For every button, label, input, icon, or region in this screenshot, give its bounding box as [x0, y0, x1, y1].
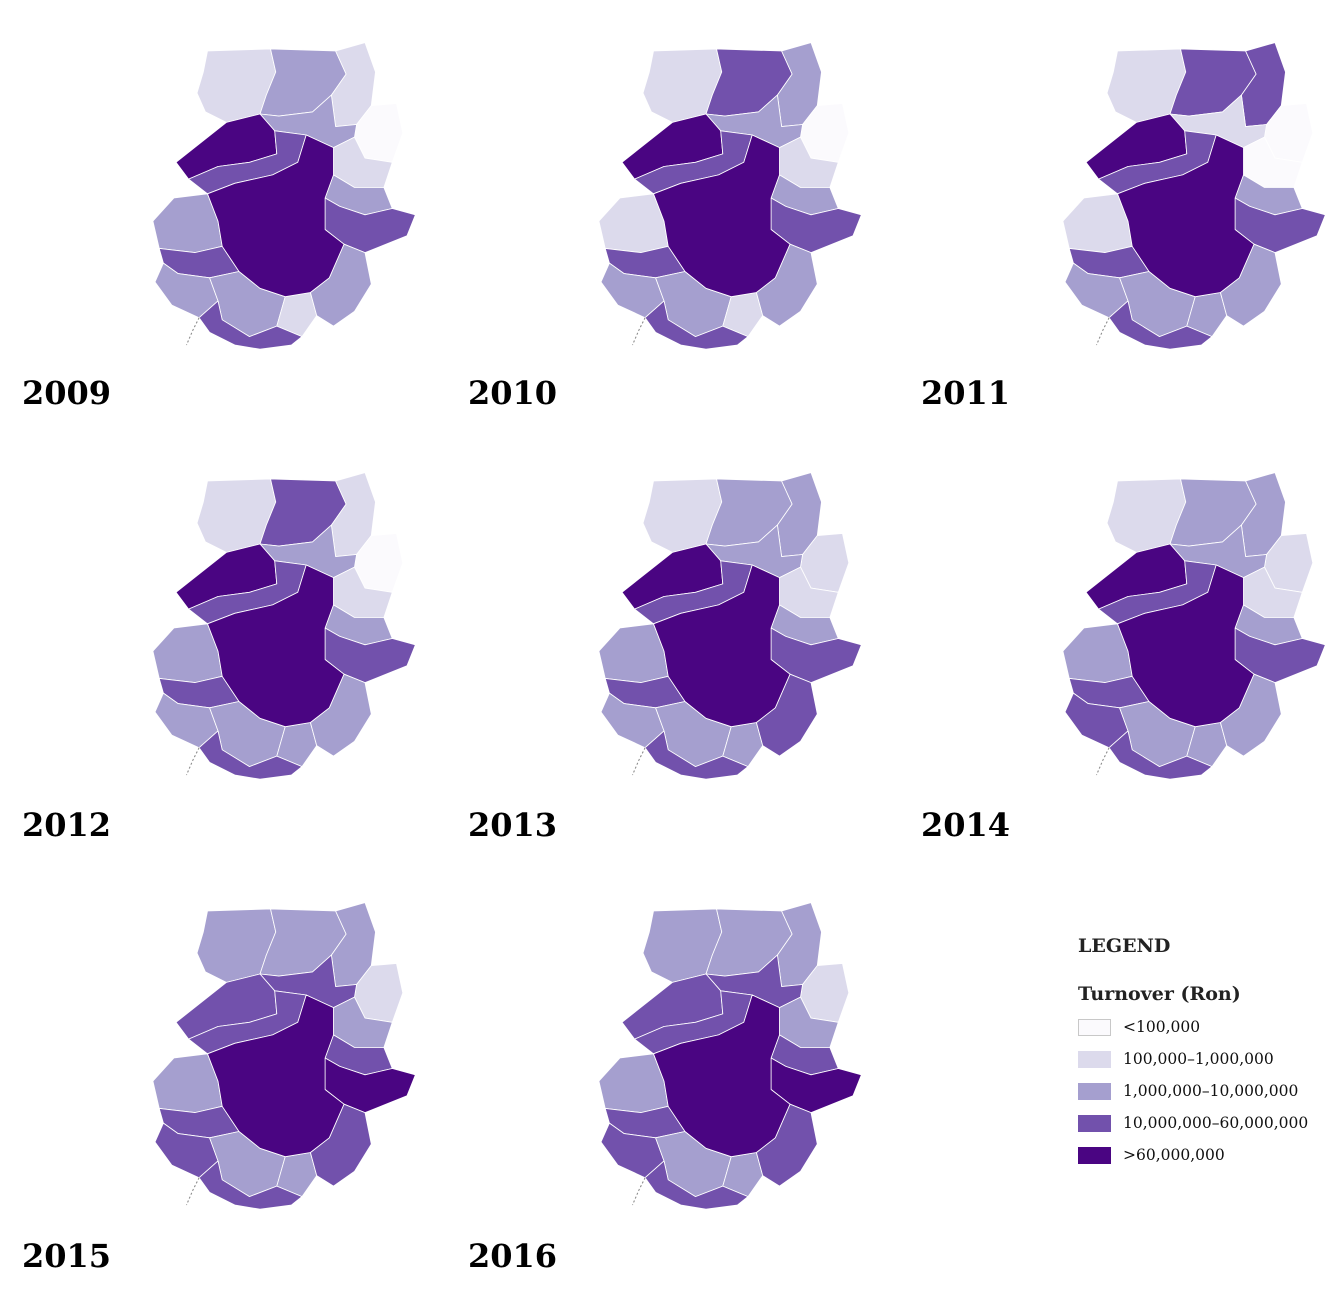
map-panel-2016	[486, 880, 926, 1300]
year-label-2016: 2016	[468, 1237, 558, 1275]
choropleth-map-2016	[598, 902, 862, 1210]
boundary-tail	[186, 1177, 200, 1206]
legend-item-class-2: 100,000–1,000,000	[1078, 1043, 1338, 1075]
map-panel-2010	[486, 20, 926, 440]
region-ring	[198, 730, 303, 780]
legend-label-class-5: >60,000,000	[1123, 1146, 1225, 1164]
map-regions	[1062, 42, 1326, 350]
map-regions	[152, 902, 416, 1210]
legend-item-class-5: >60,000,000	[1078, 1139, 1338, 1171]
map-legend: LEGEND Turnover (Ron) <100,000 100,000–1…	[1078, 935, 1338, 1171]
year-label-2009: 2009	[22, 374, 112, 412]
map-panel-2009	[40, 20, 480, 440]
boundary-tail	[1096, 317, 1110, 346]
year-label-2015: 2015	[22, 1237, 112, 1275]
region-core	[207, 134, 345, 298]
year-label-2013: 2013	[468, 806, 558, 844]
region-ring	[198, 300, 303, 350]
legend-label-class-2: 100,000–1,000,000	[1123, 1050, 1274, 1068]
region-ring	[1108, 300, 1213, 350]
boundary-tail	[1096, 747, 1110, 776]
map-regions	[152, 42, 416, 350]
legend-label-class-1: <100,000	[1123, 1018, 1201, 1036]
region-core	[653, 994, 791, 1158]
legend-item-class-1: <100,000	[1078, 1011, 1338, 1043]
map-panel-2012	[40, 450, 480, 870]
region-core	[653, 564, 791, 728]
legend-title: LEGEND	[1078, 935, 1171, 957]
legend-swatch-class-5	[1078, 1146, 1111, 1164]
map-regions	[1062, 472, 1326, 780]
map-regions	[598, 472, 862, 780]
region-ring	[644, 300, 749, 350]
region-core	[653, 134, 791, 298]
map-regions	[598, 902, 862, 1210]
legend-label-class-3: 1,000,000–10,000,000	[1123, 1082, 1299, 1100]
region-core	[207, 994, 345, 1158]
choropleth-map-2014	[1062, 472, 1326, 780]
legend-item-class-4: 10,000,000–60,000,000	[1078, 1107, 1338, 1139]
region-core	[1117, 564, 1255, 728]
legend-swatch-class-3	[1078, 1082, 1111, 1100]
choropleth-map-2015	[152, 902, 416, 1210]
legend-swatch-class-1	[1078, 1018, 1111, 1036]
year-label-2014: 2014	[921, 806, 1011, 844]
boundary-tail	[632, 1177, 646, 1206]
choropleth-map-2013	[598, 472, 862, 780]
legend-swatch-class-2	[1078, 1050, 1111, 1068]
map-panel-2014	[950, 450, 1341, 870]
boundary-tail	[632, 747, 646, 776]
region-ring	[644, 730, 749, 780]
choropleth-map-2011	[1062, 42, 1326, 350]
legend-items: <100,000 100,000–1,000,000 1,000,000–10,…	[1078, 1011, 1338, 1171]
map-regions	[598, 42, 862, 350]
map-panel-2015	[40, 880, 480, 1300]
legend-label-class-4: 10,000,000–60,000,000	[1123, 1114, 1309, 1132]
boundary-tail	[186, 317, 200, 346]
legend-swatch-class-4	[1078, 1114, 1111, 1132]
region-core	[207, 564, 345, 728]
boundary-tail	[632, 317, 646, 346]
choropleth-map-2012	[152, 472, 416, 780]
region-ring	[644, 1160, 749, 1210]
choropleth-map-2009	[152, 42, 416, 350]
year-label-2010: 2010	[468, 374, 558, 412]
region-core	[1117, 134, 1255, 298]
map-panel-2011	[950, 20, 1341, 440]
choropleth-map-2010	[598, 42, 862, 350]
boundary-tail	[186, 747, 200, 776]
map-panel-2013	[486, 450, 926, 870]
legend-subtitle: Turnover (Ron)	[1078, 983, 1241, 1005]
region-ring	[198, 1160, 303, 1210]
legend-item-class-3: 1,000,000–10,000,000	[1078, 1075, 1338, 1107]
map-regions	[152, 472, 416, 780]
year-label-2012: 2012	[22, 806, 112, 844]
year-label-2011: 2011	[921, 374, 1011, 412]
region-ring	[1108, 730, 1213, 780]
